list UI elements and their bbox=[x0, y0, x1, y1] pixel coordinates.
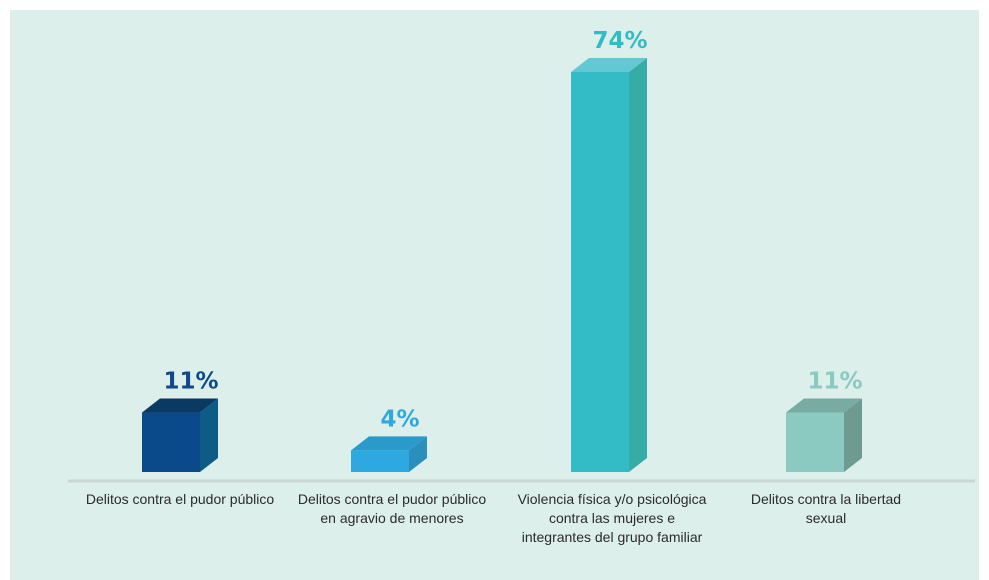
bar-top bbox=[351, 436, 427, 451]
category-label: Delitos contra la libertad sexual bbox=[750, 491, 902, 526]
bar bbox=[571, 58, 647, 472]
bar-front bbox=[571, 72, 629, 472]
value-label: 74% bbox=[592, 28, 647, 54]
bar-front bbox=[351, 450, 409, 472]
bar-side bbox=[409, 436, 427, 472]
bar bbox=[351, 436, 427, 472]
bar-top bbox=[786, 398, 862, 413]
bar-side bbox=[200, 398, 218, 472]
category-label: Delitos contra el pudor público bbox=[85, 491, 275, 507]
chart-panel bbox=[10, 10, 979, 580]
bar-top bbox=[571, 58, 647, 72]
value-label: 11% bbox=[163, 369, 218, 395]
bar-side bbox=[629, 58, 647, 472]
bar-top bbox=[142, 398, 218, 413]
value-label: 11% bbox=[807, 369, 862, 395]
value-label: 4% bbox=[380, 406, 419, 432]
bar-front bbox=[142, 412, 200, 472]
category-label: Delitos contra el pudor público en agrav… bbox=[297, 491, 487, 526]
bar-side bbox=[844, 398, 862, 472]
bar bbox=[786, 398, 862, 472]
bar bbox=[142, 398, 218, 472]
bar-front bbox=[786, 412, 844, 472]
category-label: Violencia física y/o psicológica contra … bbox=[517, 491, 707, 545]
